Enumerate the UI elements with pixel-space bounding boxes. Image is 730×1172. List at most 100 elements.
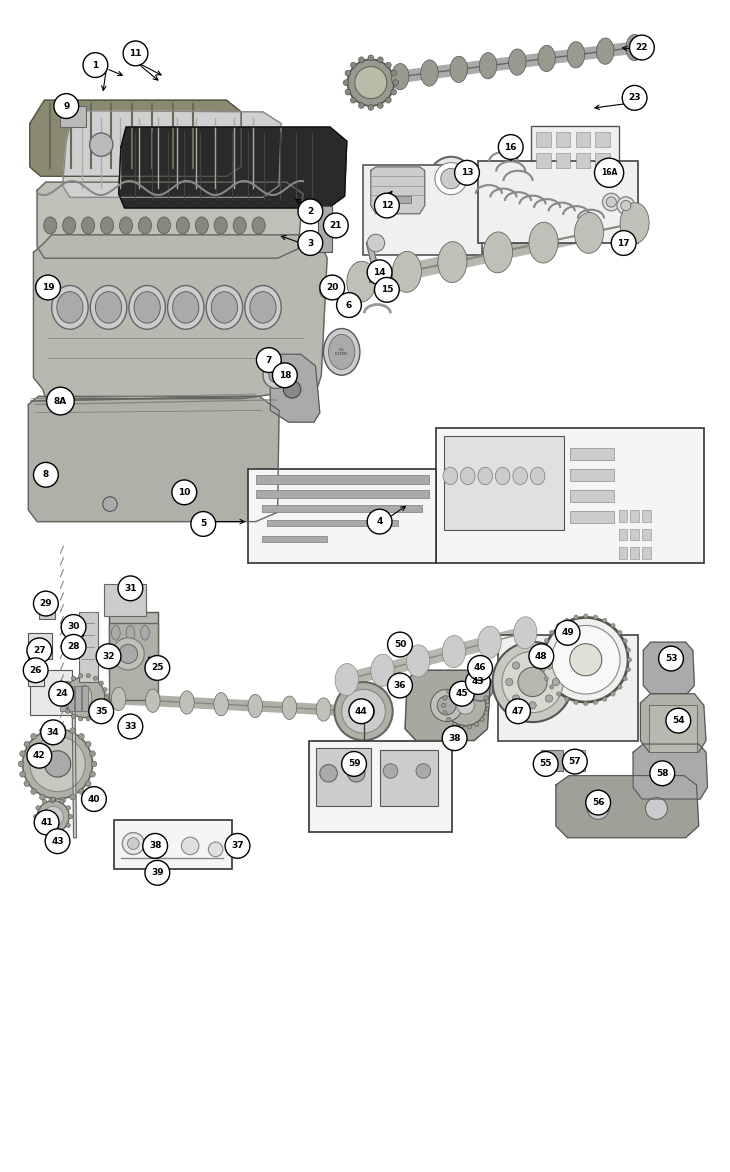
Ellipse shape xyxy=(606,197,616,207)
Text: 49: 49 xyxy=(561,628,574,638)
Ellipse shape xyxy=(118,714,143,738)
Ellipse shape xyxy=(70,795,76,800)
Ellipse shape xyxy=(377,56,383,62)
Ellipse shape xyxy=(518,667,548,696)
Ellipse shape xyxy=(139,217,152,234)
Ellipse shape xyxy=(368,55,374,61)
Ellipse shape xyxy=(64,676,105,717)
Ellipse shape xyxy=(541,667,545,672)
Ellipse shape xyxy=(134,292,161,323)
Ellipse shape xyxy=(129,286,166,329)
Ellipse shape xyxy=(442,725,467,750)
Ellipse shape xyxy=(272,363,297,388)
Text: 47: 47 xyxy=(512,707,524,716)
Ellipse shape xyxy=(211,292,237,323)
Ellipse shape xyxy=(119,645,138,663)
Bar xyxy=(109,612,158,673)
Ellipse shape xyxy=(455,161,480,185)
Ellipse shape xyxy=(512,695,520,702)
Text: 12: 12 xyxy=(380,202,393,210)
Ellipse shape xyxy=(79,716,83,721)
Text: 38: 38 xyxy=(448,734,461,743)
Ellipse shape xyxy=(208,843,223,857)
Ellipse shape xyxy=(52,286,88,329)
Ellipse shape xyxy=(51,832,55,837)
Ellipse shape xyxy=(564,697,569,701)
Ellipse shape xyxy=(484,710,488,715)
Ellipse shape xyxy=(480,717,485,722)
Ellipse shape xyxy=(85,742,91,747)
Ellipse shape xyxy=(104,695,109,700)
Ellipse shape xyxy=(453,684,457,689)
Ellipse shape xyxy=(118,575,143,601)
Text: 55: 55 xyxy=(539,759,552,769)
Ellipse shape xyxy=(36,823,40,827)
Bar xyxy=(478,161,638,243)
Text: 23: 23 xyxy=(629,94,641,102)
Ellipse shape xyxy=(39,728,45,734)
Ellipse shape xyxy=(583,701,588,706)
Text: 42: 42 xyxy=(33,751,45,761)
Ellipse shape xyxy=(101,217,114,234)
Text: 21: 21 xyxy=(330,222,342,230)
Ellipse shape xyxy=(367,234,385,252)
Bar xyxy=(537,152,551,168)
Ellipse shape xyxy=(457,696,475,714)
Ellipse shape xyxy=(191,511,215,537)
Text: 15: 15 xyxy=(380,285,393,294)
Ellipse shape xyxy=(61,614,86,640)
Ellipse shape xyxy=(371,654,394,687)
Ellipse shape xyxy=(61,695,65,700)
Bar xyxy=(255,475,429,484)
Text: 24: 24 xyxy=(55,689,67,699)
Ellipse shape xyxy=(468,655,493,680)
Bar xyxy=(316,748,371,806)
Text: 48: 48 xyxy=(535,652,548,661)
Bar xyxy=(537,131,551,146)
Ellipse shape xyxy=(96,292,122,323)
Ellipse shape xyxy=(396,641,404,648)
Polygon shape xyxy=(633,744,707,799)
Ellipse shape xyxy=(86,716,91,721)
Ellipse shape xyxy=(225,833,250,858)
Ellipse shape xyxy=(611,231,636,255)
Ellipse shape xyxy=(450,681,474,706)
Ellipse shape xyxy=(391,63,409,90)
Text: 1: 1 xyxy=(92,61,99,69)
Ellipse shape xyxy=(320,275,345,300)
Polygon shape xyxy=(643,642,694,694)
Ellipse shape xyxy=(618,631,622,635)
Ellipse shape xyxy=(23,729,93,799)
Ellipse shape xyxy=(252,217,265,234)
Ellipse shape xyxy=(574,700,578,704)
Ellipse shape xyxy=(583,614,588,618)
Ellipse shape xyxy=(120,217,133,234)
Ellipse shape xyxy=(34,591,58,616)
Bar xyxy=(569,750,585,771)
Text: 30: 30 xyxy=(67,622,80,632)
Text: 35: 35 xyxy=(95,707,107,716)
Ellipse shape xyxy=(63,217,76,234)
Bar xyxy=(39,598,55,619)
Bar xyxy=(575,152,590,168)
Text: 9: 9 xyxy=(63,102,69,110)
Text: 17: 17 xyxy=(618,239,630,247)
Ellipse shape xyxy=(416,764,431,778)
Ellipse shape xyxy=(342,751,366,776)
Polygon shape xyxy=(37,182,303,258)
Text: OIL
FILTER: OIL FILTER xyxy=(335,348,348,356)
Bar xyxy=(380,750,438,806)
Bar xyxy=(437,428,704,563)
Ellipse shape xyxy=(407,645,430,677)
Bar xyxy=(531,125,618,182)
Ellipse shape xyxy=(60,725,66,731)
Ellipse shape xyxy=(385,97,391,103)
Bar xyxy=(255,490,429,498)
Ellipse shape xyxy=(544,639,548,643)
Text: 32: 32 xyxy=(102,652,115,661)
Text: 46: 46 xyxy=(474,663,486,673)
Text: 4: 4 xyxy=(377,517,383,526)
Ellipse shape xyxy=(529,702,537,709)
Ellipse shape xyxy=(245,286,281,329)
Bar xyxy=(570,469,614,481)
